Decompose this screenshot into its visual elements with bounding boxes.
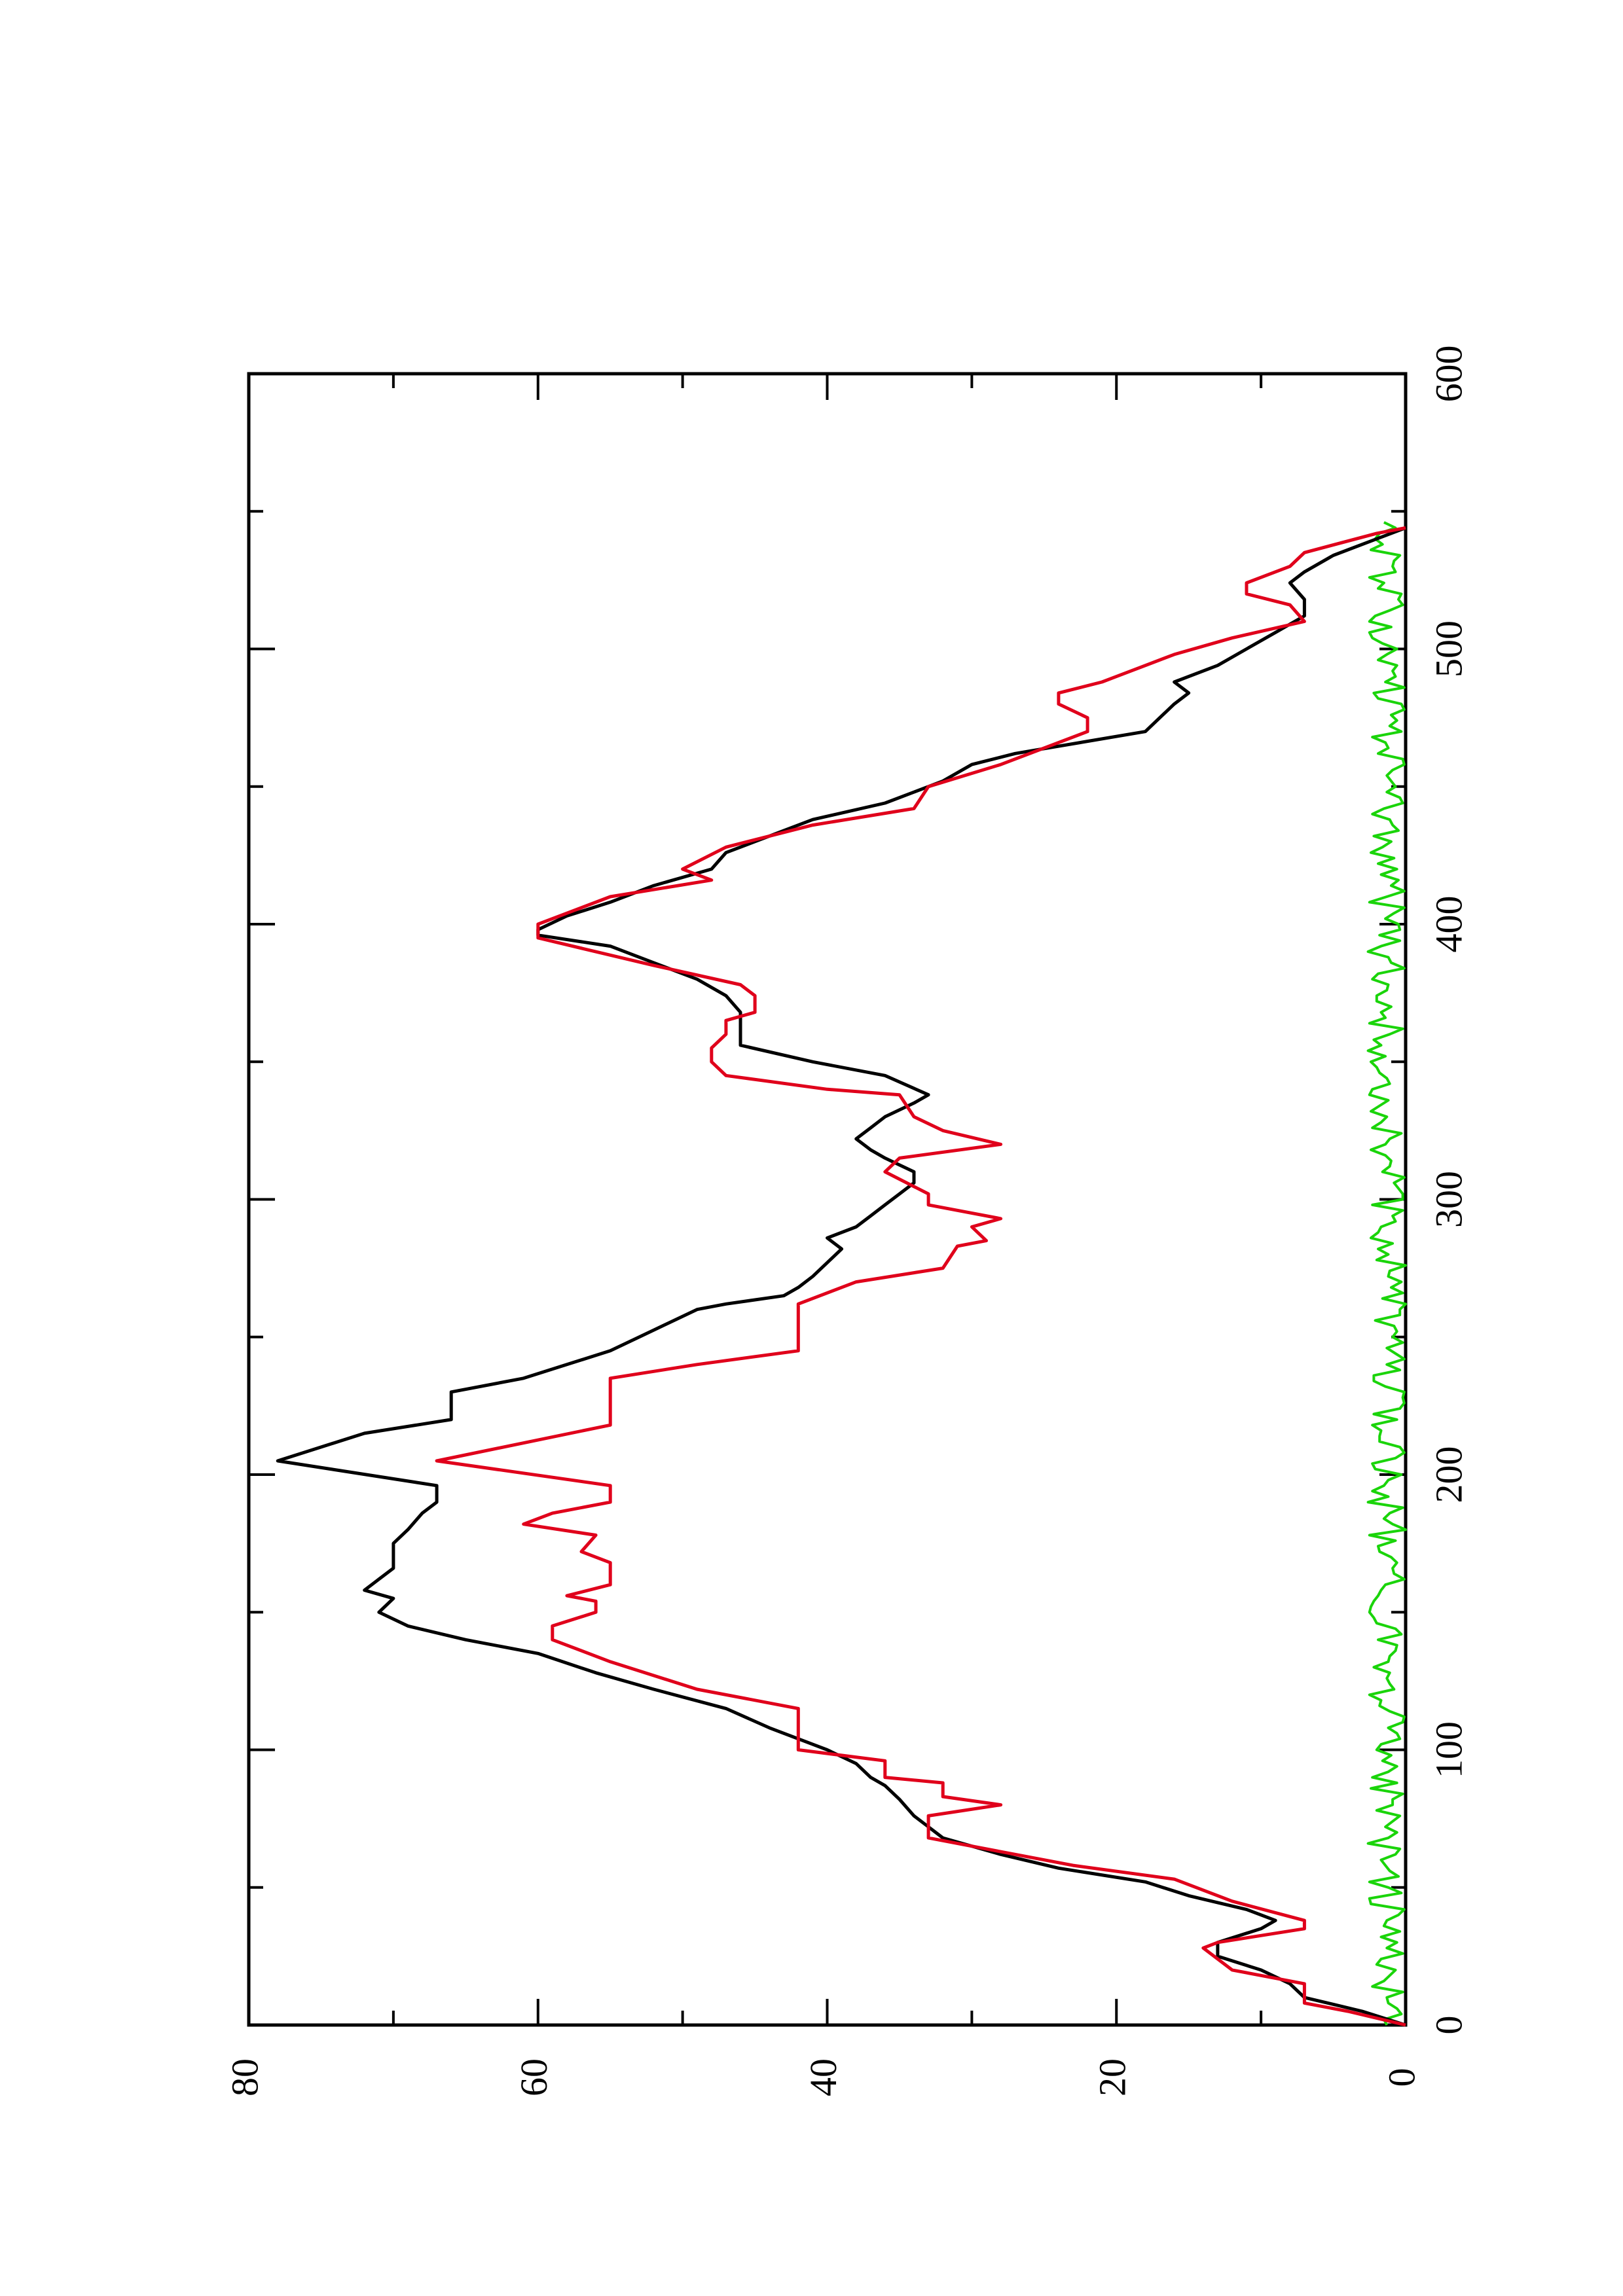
- x-tick-label-600: 600: [1427, 346, 1470, 403]
- y-tick-label-40: 40: [802, 2058, 845, 2096]
- x-tick-label-100: 100: [1427, 1721, 1470, 1778]
- green-series-line: [1366, 521, 1407, 2026]
- x-tick-label-300: 300: [1427, 1171, 1470, 1228]
- y-tick-label-80: 80: [223, 2058, 266, 2096]
- series-layer: [276, 521, 1407, 2027]
- plot-frame: [247, 372, 1408, 2027]
- x-tick-label-200: 200: [1427, 1446, 1470, 1503]
- ticks: [249, 374, 1406, 2025]
- y-tick-label-60: 60: [513, 2058, 555, 2096]
- tick-labels: 0 100 200 300 400 500 600 0 20 40 60 80: [223, 346, 1470, 2097]
- x-tick-label-500: 500: [1427, 620, 1470, 677]
- black-series-line: [276, 526, 1406, 2027]
- x-tick-label-0: 0: [1427, 2016, 1470, 2035]
- y-tick-label-0: 0: [1380, 2068, 1423, 2087]
- x-tick-label-400: 400: [1427, 896, 1470, 953]
- y-tick-label-20: 20: [1091, 2058, 1134, 2096]
- red-series-line: [435, 526, 1406, 2027]
